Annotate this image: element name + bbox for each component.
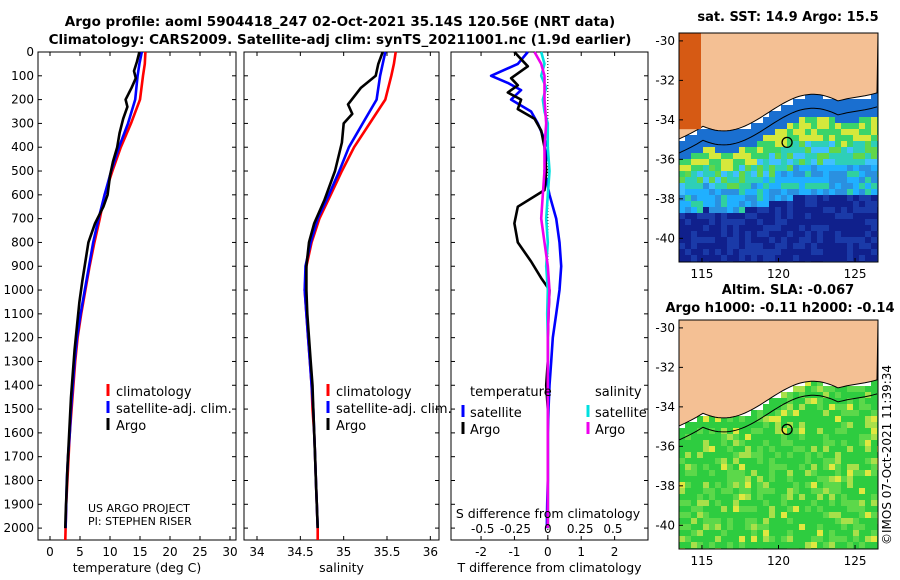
series-argo — [305, 51, 384, 529]
plot-frame — [37, 51, 237, 541]
sla-map-title-line1: Altim. SLA: -0.067 — [721, 283, 855, 298]
x-axis-label: salinity — [319, 560, 364, 575]
legend-t-title: temperature — [470, 385, 552, 400]
x-tick-label: 2 — [611, 545, 619, 559]
sst-map-title: sat. SST: 14.9 Argo: 15.5 — [697, 10, 879, 25]
figure-title-line2: Climatology: CARS2009. Satellite-adj cli… — [48, 32, 632, 48]
legend-t-label: Argo — [470, 423, 500, 438]
footnote-pi: PI: STEPHEN RISER — [88, 515, 192, 528]
chart-salinity: 34 34.5 35 35.5 36 salinity climatology satelli… — [243, 51, 452, 575]
series-argo — [64, 51, 141, 529]
x-tick-label: 20 — [162, 545, 177, 559]
y-tick-label: 1900 — [3, 497, 34, 511]
x-tick-label: 36 — [423, 545, 438, 559]
y-tick-label: 1100 — [3, 307, 34, 321]
legend-label: satellite-adj. clim. — [116, 402, 232, 417]
x-tick-label: 35.5 — [374, 545, 401, 559]
top-tick-label: 0.25 — [567, 522, 594, 536]
y-tick-label: 700 — [11, 212, 34, 226]
legend-s-label: Argo — [595, 423, 625, 438]
y-tick-label: 200 — [11, 93, 34, 107]
legend-label: climatology — [336, 385, 412, 400]
top-tick-label: -0.5 — [471, 522, 494, 536]
x-tick-label: 34 — [249, 545, 264, 559]
top-tick-label: -0.25 — [500, 522, 531, 536]
y-tick-label: 900 — [11, 259, 34, 273]
chart-temperature: 0 5 10 15 20 25 30 temperature (deg C) 0 100 200 30… — [3, 45, 237, 575]
imos-timestamp: ©IMOS 07-Oct-2021 11:39:34 — [880, 364, 894, 545]
y-tick-label: 300 — [11, 116, 34, 130]
x-tick-label: -2 — [475, 545, 487, 559]
x-tick-label: 30 — [222, 545, 237, 559]
x-tick-label: 15 — [132, 545, 147, 559]
y-tick-label: 600 — [11, 188, 34, 202]
y-tick-label: 800 — [11, 235, 34, 249]
series-s-argo — [533, 51, 551, 529]
y-tick-label: 1500 — [3, 402, 34, 416]
legend-s-title: salinity — [595, 385, 642, 400]
top-axis-label: S difference from climatology — [456, 506, 641, 521]
x-tick-label: 1 — [577, 545, 585, 559]
y-tick-label: 1600 — [3, 426, 34, 440]
y-tick-label: 1300 — [3, 354, 34, 368]
x-tick-label: 25 — [192, 545, 207, 559]
y-tick-label: 1700 — [3, 450, 34, 464]
plot-frame — [243, 51, 440, 541]
x-tick-label: -1 — [508, 545, 520, 559]
y-tick-label: 1800 — [3, 473, 34, 487]
x-axis-label: temperature (deg C) — [73, 560, 202, 575]
x-tick-label: 0 — [46, 545, 54, 559]
x-tick-label: 0 — [544, 545, 552, 559]
y-tick-label: 2000 — [3, 521, 34, 535]
x-tick-label: 10 — [102, 545, 117, 559]
legend-label: satellite-adj. clim. — [336, 402, 452, 417]
figure-title-line1: Argo profile: aoml 5904418_247 02-Oct-20… — [64, 14, 616, 30]
x-axis-label: T difference from climatology — [456, 560, 642, 575]
legend-s-label: satellite — [595, 406, 647, 421]
y-tick-label: 400 — [11, 140, 34, 154]
y-tick-label: 100 — [11, 69, 34, 83]
sla-map-title-line2: Argo h1000: -0.11 h2000: -0.14 — [665, 301, 895, 316]
y-tick-label: 1200 — [3, 331, 34, 345]
y-tick-label: 500 — [11, 164, 34, 178]
chart-differences: -2 -1 0 1 2T difference from climatology temp… — [450, 51, 649, 575]
x-tick-label: 35 — [336, 545, 351, 559]
top-tick-label: 0.5 — [603, 522, 622, 536]
legend-t-label: satellite — [470, 406, 522, 421]
footnote-project: US ARGO PROJECT — [88, 502, 190, 515]
y-tick-label: 1000 — [3, 283, 34, 297]
x-tick-label: 5 — [76, 545, 84, 559]
y-tick-label: 1400 — [3, 378, 34, 392]
legend-label: Argo — [116, 419, 146, 434]
top-tick-label: 0 — [544, 522, 552, 536]
y-tick-label: 0 — [26, 45, 34, 59]
x-tick-label: 34.5 — [287, 545, 314, 559]
legend-label: climatology — [116, 385, 192, 400]
legend-label: Argo — [336, 419, 366, 434]
